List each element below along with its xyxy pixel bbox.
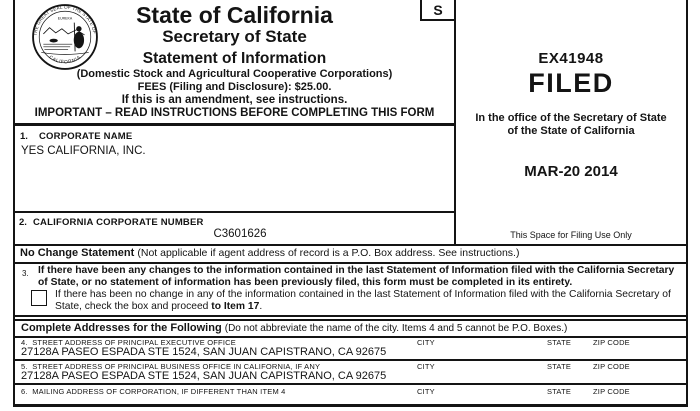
item4-number: 4. — [21, 338, 28, 347]
filing-column-divider — [454, 18, 456, 246]
item5-number: 5. — [21, 362, 28, 371]
amendment-line: If this is an amendment, see instruction… — [121, 94, 348, 106]
item5-label: STREET ADDRESS OF PRINCIPAL BUSINESS OFF… — [32, 362, 321, 371]
item6-label: MAILING ADDRESS OF CORPORATION, IF DIFFE… — [32, 387, 286, 396]
filing-space-note: This Space for Filing Use Only — [510, 230, 632, 240]
addresses-divider-2 — [15, 359, 686, 361]
filing-office-line1: In the office of the Secretary of State — [475, 112, 667, 124]
svg-text:EUREKA: EUREKA — [58, 16, 73, 20]
fees-line: FEES (Filing and Disclosure): $25.00. — [137, 81, 332, 93]
no-change-heading-note: (Not applicable if agent address of reco… — [137, 247, 520, 259]
item5-address-value: 27128A PASEO ESPADA STE 1524, SAN JUAN C… — [21, 370, 387, 382]
filing-code: EX41948 — [538, 50, 604, 67]
header-bottom-rule — [13, 123, 456, 126]
filing-office-line2: of the State of California — [507, 125, 635, 137]
form-type-box: S — [420, 0, 456, 21]
item2-label: CALIFORNIA CORPORATE NUMBER — [33, 217, 204, 228]
state-title: State of California — [136, 2, 333, 28]
item3-checkbox-text: If there has been no change in any of th… — [55, 289, 677, 312]
page-border-bottom — [13, 402, 688, 407]
item4-state-header: STATE — [547, 338, 572, 347]
addresses-divider-3 — [15, 383, 686, 385]
item4-city-header: CITY — [417, 338, 435, 347]
filed-stamp: FILED — [528, 68, 614, 98]
page-border-left — [13, 0, 15, 403]
addresses-heading: Complete Addresses for the Following — [21, 322, 222, 334]
page-border-right — [686, 0, 688, 403]
california-state-seal-icon: THE GREAT SEAL OF THE STATE OF CALIFORNI… — [32, 4, 98, 70]
item4-zip-header: ZIP CODE — [593, 338, 630, 347]
item3-checkbox-text-end: . — [259, 300, 263, 312]
item5-state-header: STATE — [547, 362, 572, 371]
item1-number: 1. — [20, 131, 28, 142]
corporate-name-bottom-rule — [13, 211, 456, 213]
item5-label-row: 5. STREET ADDRESS OF PRINCIPAL BUSINESS … — [21, 362, 320, 371]
no-change-heading: No Change Statement — [20, 247, 135, 259]
item6-state-header: STATE — [547, 387, 572, 396]
no-change-checkbox[interactable] — [31, 290, 47, 306]
form-type-letter: S — [433, 2, 443, 18]
form-title: Statement of Information — [142, 50, 327, 67]
item3-number: 3. — [22, 269, 29, 278]
filing-date: MAR-20 2014 — [524, 163, 618, 180]
item4-label: STREET ADDRESS OF PRINCIPAL EXECUTIVE OF… — [32, 338, 236, 347]
item3-checkbox-text-bold: to Item 17 — [211, 300, 260, 312]
corporate-number-value: C3601626 — [213, 228, 267, 240]
item4-address-value: 27128A PASEO ESPADA STE 1524, SAN JUAN C… — [21, 346, 387, 358]
item3-checkbox-text-start: If there has been no change in any of th… — [55, 289, 671, 312]
item3-bold-text: If there have been any changes to the in… — [38, 265, 675, 288]
item5-city-header: CITY — [417, 362, 435, 371]
addresses-heading-note: (Do not abbreviate the name of the city.… — [224, 323, 568, 334]
addresses-section: Complete Addresses for the Following (Do… — [13, 319, 688, 404]
form-subtitle: (Domestic Stock and Agricultural Coopera… — [76, 68, 393, 80]
no-change-section: No Change Statement (Not applicable if a… — [13, 244, 688, 317]
item6-number: 6. — [21, 387, 28, 396]
item6-label-row: 6. MAILING ADDRESS OF CORPORATION, IF DI… — [21, 387, 286, 396]
agency-title: Secretary of State — [162, 27, 307, 46]
item4-label-row: 4. STREET ADDRESS OF PRINCIPAL EXECUTIVE… — [21, 338, 236, 347]
addresses-divider-1 — [15, 336, 686, 338]
no-change-heading-row: No Change Statement (Not applicable if a… — [20, 247, 519, 259]
important-line: IMPORTANT – READ INSTRUCTIONS BEFORE COM… — [34, 107, 435, 119]
item6-city-header: CITY — [417, 387, 435, 396]
no-change-divider — [15, 262, 686, 264]
item6-zip-header: ZIP CODE — [593, 387, 630, 396]
corporate-name-value: YES CALIFORNIA, INC. — [21, 145, 146, 157]
item5-zip-header: ZIP CODE — [593, 362, 630, 371]
item1-label: CORPORATE NAME — [39, 131, 133, 142]
addresses-heading-row: Complete Addresses for the Following (Do… — [21, 322, 567, 334]
item2-number: 2. — [19, 217, 27, 228]
